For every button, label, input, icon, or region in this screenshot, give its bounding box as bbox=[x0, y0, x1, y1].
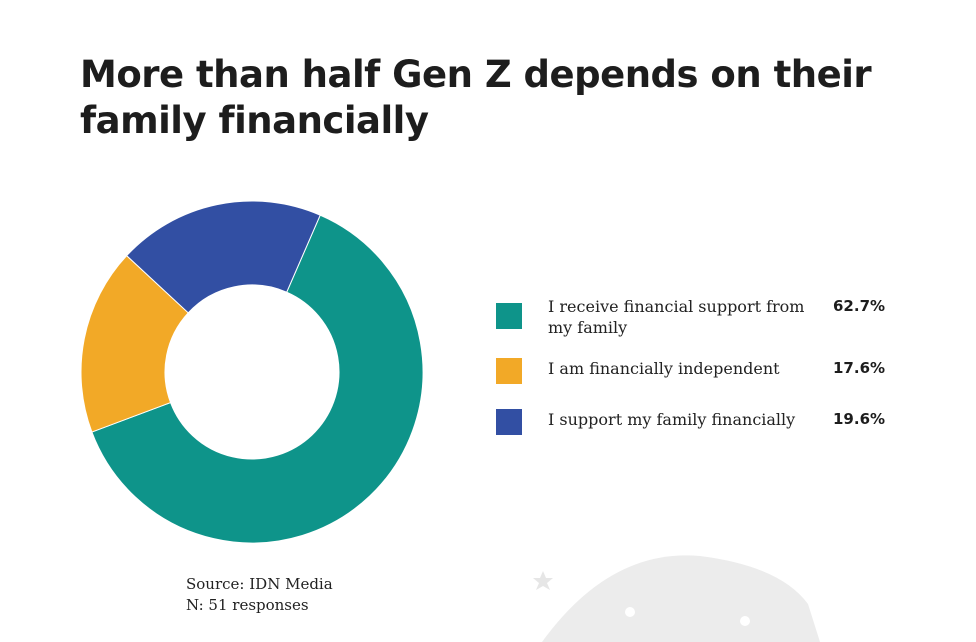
legend-value: 17.6% bbox=[833, 359, 886, 377]
source-text: Source: IDN Media bbox=[186, 575, 333, 593]
legend-value: 62.7% bbox=[833, 297, 886, 315]
legend-value: 19.6% bbox=[833, 410, 886, 428]
decorative-dot bbox=[740, 616, 750, 626]
sample-size-text: N: 51 responses bbox=[186, 596, 309, 614]
chart-title: More than half Gen Z depends on their fa… bbox=[80, 53, 872, 142]
legend-label: I receive financial support from my fami… bbox=[548, 297, 805, 337]
legend-swatch bbox=[496, 409, 522, 435]
chart-source: Source: IDN Media N: 51 responses bbox=[186, 574, 333, 616]
decorative-star-icon bbox=[533, 571, 553, 590]
slice-independent bbox=[80, 254, 189, 433]
legend-label: I support my family financially bbox=[548, 410, 796, 429]
decorative-arc-shape bbox=[542, 555, 820, 642]
decorative-dot bbox=[625, 607, 635, 617]
legend-swatch bbox=[496, 358, 522, 384]
legend-swatch bbox=[496, 303, 522, 329]
slice-support-family bbox=[125, 200, 321, 314]
slice-family-support bbox=[91, 214, 424, 544]
legend-label: I am financially independent bbox=[548, 359, 780, 378]
